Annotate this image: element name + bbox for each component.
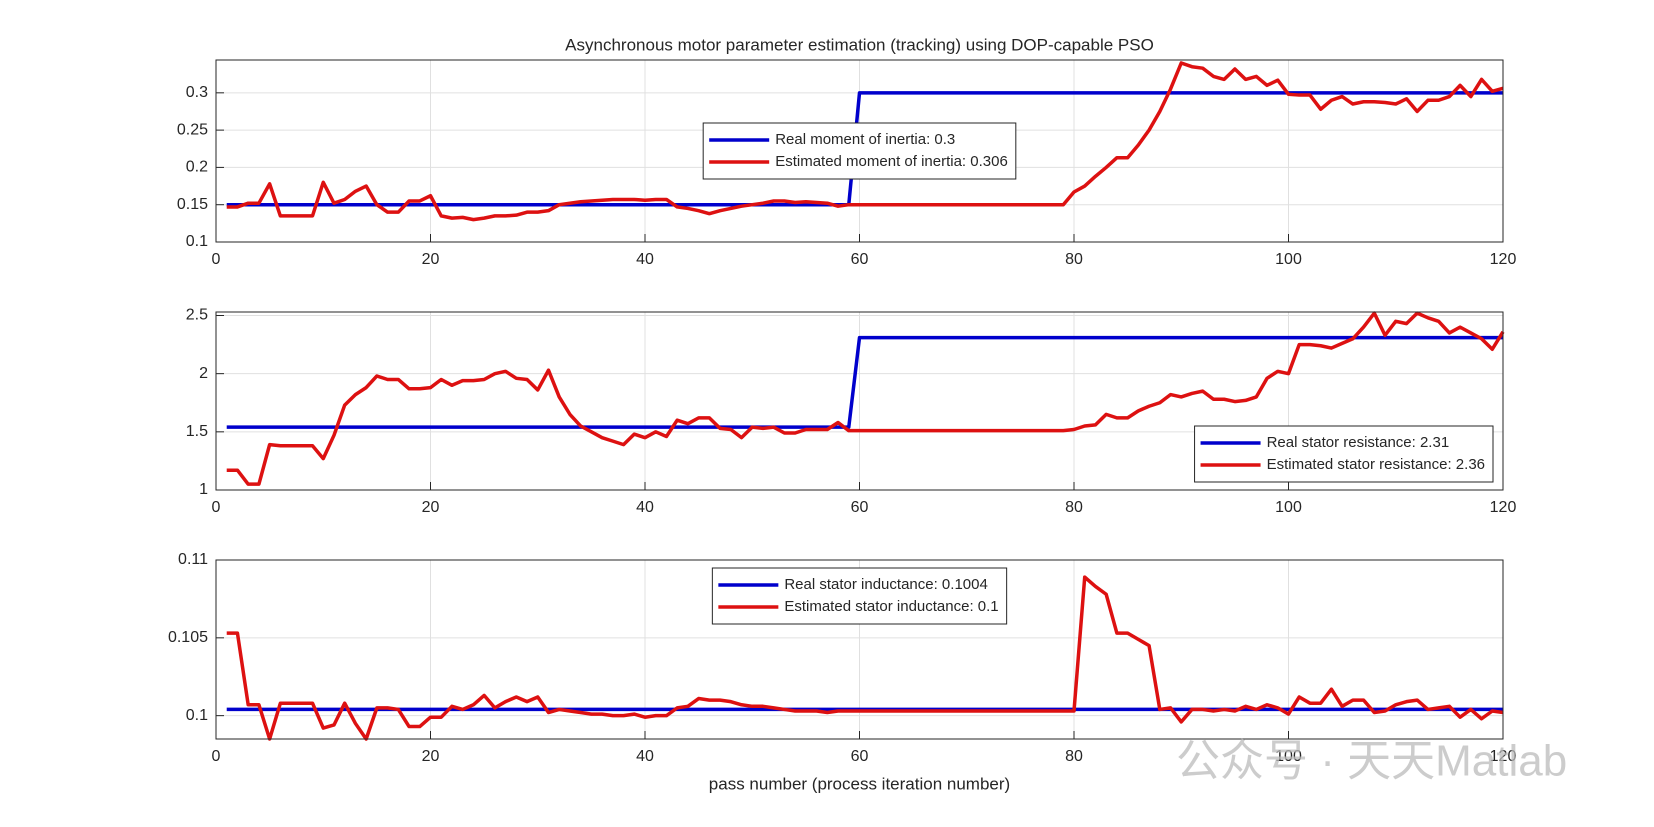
- y-tick-label: 0.11: [178, 551, 208, 568]
- legend-box: [702, 122, 1017, 180]
- y-tick-label: 1: [199, 481, 208, 498]
- series-line: [226, 311, 1505, 486]
- chart-title: Asynchronous motor parameter estimation …: [565, 35, 1154, 54]
- x-tick-label: 60: [851, 748, 869, 765]
- x-tick-label: 120: [1490, 251, 1517, 268]
- series-line: [226, 61, 1504, 222]
- legend: Real stator resistance: 2.31 Estimated st…: [1194, 425, 1494, 483]
- x-tick-label: 40: [636, 499, 654, 516]
- y-tick-label: 2: [199, 365, 208, 382]
- watermark: 公众号 · 天天Matlab: [1176, 737, 1567, 786]
- legend-label: Real moment of inertia: 0.3: [775, 131, 955, 148]
- y-tick-label: 1.5: [186, 423, 208, 440]
- legend-label: Estimated stator inductance: 0.1: [784, 598, 998, 615]
- legend-label: Estimated stator resistance: 2.36: [1267, 456, 1485, 473]
- legend: Real moment of inertia: 0.3 Estimated mom…: [702, 122, 1017, 180]
- y-tick-label: 0.3: [186, 84, 208, 101]
- x-tick-label: 120: [1490, 748, 1517, 765]
- x-tick-label: 0: [212, 251, 221, 268]
- y-tick-label: 0.1: [186, 707, 208, 724]
- axes-frame: [215, 59, 1504, 243]
- legend: Real stator inductance: 0.1004 Estimated …: [711, 567, 1008, 625]
- y-tick-label: 0.15: [177, 196, 208, 213]
- series-line: [226, 575, 1504, 741]
- x-tick-label: 100: [1275, 748, 1302, 765]
- x-tick-label: 0: [212, 748, 221, 765]
- x-tick-label: 20: [422, 251, 440, 268]
- x-tick-label: 60: [851, 499, 869, 516]
- x-tick-label: 80: [1065, 251, 1083, 268]
- legend-label: Estimated moment of inertia: 0.306: [775, 153, 1008, 170]
- axes-frame: [215, 559, 1504, 740]
- y-tick-label: 0.105: [168, 629, 208, 646]
- x-tick-label: 120: [1490, 499, 1517, 516]
- x-tick-label: 20: [422, 748, 440, 765]
- x-tick-label: 100: [1275, 499, 1302, 516]
- legend-label: Real stator inductance: 0.1004: [784, 576, 987, 593]
- x-tick-label: 80: [1065, 748, 1083, 765]
- y-tick-label: 0.1: [186, 233, 208, 250]
- x-tick-label: 0: [212, 499, 221, 516]
- y-tick-label: 0.25: [177, 121, 208, 138]
- series-line: [226, 335, 1503, 429]
- x-tick-label: 40: [636, 251, 654, 268]
- y-tick-label: 2.5: [186, 307, 208, 324]
- x-axis-label: pass number (process iteration number): [709, 774, 1010, 793]
- x-tick-label: 100: [1275, 251, 1302, 268]
- legend-box: [1194, 425, 1494, 483]
- x-tick-label: 40: [636, 748, 654, 765]
- x-tick-label: 20: [422, 499, 440, 516]
- y-tick-label: 0.2: [186, 159, 208, 176]
- x-tick-label: 60: [851, 251, 869, 268]
- legend-box: [711, 567, 1008, 625]
- x-tick-label: 80: [1065, 499, 1083, 516]
- axes-frame: [215, 311, 1504, 491]
- legend-label: Real stator resistance: 2.31: [1267, 434, 1450, 451]
